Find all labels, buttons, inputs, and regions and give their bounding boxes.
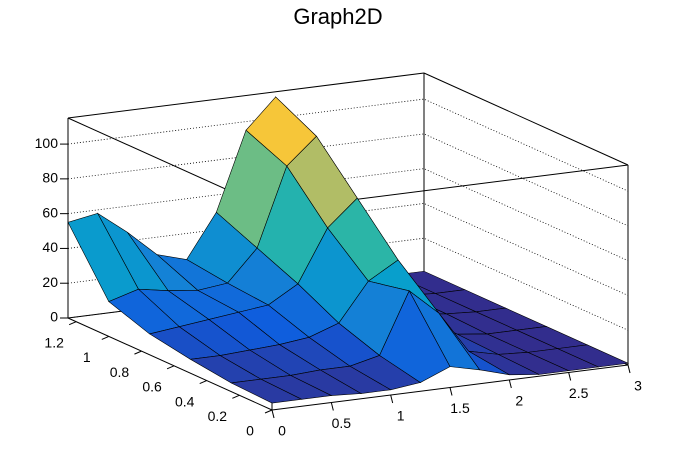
- x-tick-label: 2.5: [569, 385, 589, 401]
- box-edge: [67, 72, 425, 119]
- chart-title: Graph2D: [293, 4, 382, 29]
- z-tick-label: 20: [42, 274, 58, 290]
- x-tick-label: 2: [515, 393, 523, 409]
- y-tick: [264, 409, 273, 414]
- z-tick-label: 60: [42, 204, 58, 220]
- x-tick-label: 1.5: [450, 400, 470, 416]
- box-edge: [423, 72, 629, 166]
- y-tick: [68, 321, 77, 326]
- x-tick: [627, 364, 631, 374]
- x-tick-label: 0.5: [332, 415, 352, 431]
- z-tick-label: 100: [35, 135, 59, 151]
- x-tick: [271, 409, 275, 419]
- box-edge: [67, 317, 273, 411]
- y-tick: [232, 394, 240, 399]
- z-tick-label: 0: [50, 309, 58, 325]
- x-tick: [390, 394, 394, 404]
- y-tick-label: 0.2: [208, 408, 228, 424]
- x-tick: [508, 379, 512, 389]
- z-tick-label: 40: [42, 239, 58, 255]
- y-tick: [199, 380, 207, 385]
- y-tick-label: 0.8: [110, 364, 130, 380]
- y-tick-label: 0.6: [142, 379, 162, 395]
- y-tick-label: 1: [83, 349, 91, 365]
- surface-cell: [230, 378, 303, 404]
- x-tick-label: 3: [634, 378, 642, 394]
- x-tick: [568, 372, 572, 381]
- y-tick: [134, 350, 142, 355]
- x-tick-label: 1: [397, 408, 405, 424]
- y-tick: [101, 335, 109, 340]
- y-tick: [166, 365, 175, 370]
- y-tick-label: 0: [246, 423, 254, 439]
- x-tick: [449, 387, 453, 396]
- x-tick: [330, 402, 334, 411]
- y-tick-label: 0.4: [175, 393, 195, 409]
- y-tick-label: 1.2: [44, 334, 64, 350]
- z-tick-label: 80: [42, 170, 58, 186]
- x-tick-label: 0: [278, 423, 286, 439]
